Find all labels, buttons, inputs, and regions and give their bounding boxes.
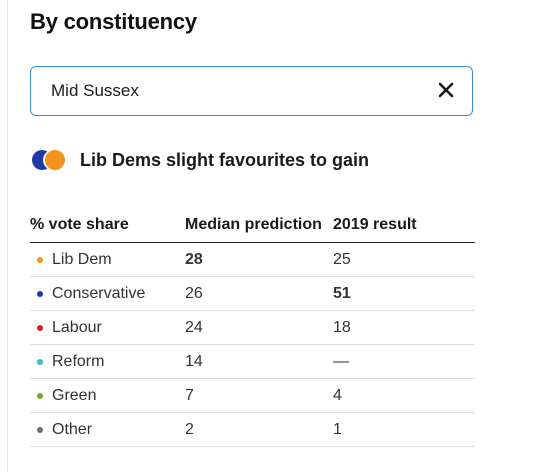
party-name: Reform [52, 352, 105, 370]
median-prediction-value: 7 [185, 378, 333, 413]
table-row: Conservative 26 51 [30, 276, 475, 311]
verdict-text: Lib Dems slight favourites to gain [80, 149, 370, 170]
median-prediction-value: 26 [185, 276, 333, 311]
median-prediction-value: 14 [185, 344, 333, 379]
result-2019-value: — [333, 344, 475, 379]
forecast-verdict: Lib Dems slight favourites to gain [32, 146, 369, 174]
constituency-search-box[interactable] [30, 66, 473, 116]
result-2019-value: 25 [333, 242, 475, 277]
party-cell: Lib Dem [30, 242, 185, 277]
table-row: Green 7 4 [30, 378, 475, 413]
party-color-dot-icon [37, 426, 43, 433]
constituency-search-input[interactable] [51, 67, 421, 114]
party-color-dot-icon [37, 392, 43, 399]
lib-dem-dot-icon [45, 150, 65, 170]
party-name: Conservative [52, 284, 146, 302]
party-cell: Reform [30, 344, 185, 379]
result-2019-value: 18 [333, 310, 475, 345]
result-2019-value: 1 [333, 412, 475, 447]
median-prediction-value: 2 [185, 412, 333, 447]
party-transition-icon [32, 149, 66, 171]
vote-share-table: % vote share Median prediction 2019 resu… [30, 208, 475, 447]
section-heading: By constituency [30, 9, 197, 34]
table-row: Lib Dem 28 25 [30, 242, 475, 277]
party-name: Labour [52, 318, 102, 336]
party-name: Green [52, 386, 97, 404]
party-color-dot-icon [37, 256, 43, 263]
party-color-dot-icon [37, 324, 43, 331]
party-cell: Green [30, 378, 185, 413]
party-name: Other [52, 420, 93, 438]
header-median-prediction: Median prediction [185, 208, 333, 243]
header-vote-share: % vote share [30, 208, 185, 243]
result-2019-value: 4 [333, 378, 475, 413]
median-prediction-value: 24 [185, 310, 333, 345]
party-cell: Labour [30, 310, 185, 345]
left-divider [7, 0, 8, 472]
close-icon [438, 82, 454, 98]
party-name: Lib Dem [52, 250, 112, 268]
party-cell: Other [30, 412, 185, 447]
header-2019-result: 2019 result [333, 208, 475, 243]
table-header-row: % vote share Median prediction 2019 resu… [30, 208, 475, 243]
party-color-dot-icon [37, 290, 43, 297]
clear-search-button[interactable] [436, 80, 456, 100]
party-color-dot-icon [37, 358, 43, 365]
table-row: Other 2 1 [30, 412, 475, 447]
median-prediction-value: 28 [185, 242, 333, 277]
result-2019-value: 51 [333, 276, 475, 311]
table-row: Reform 14— [30, 344, 475, 379]
party-cell: Conservative [30, 276, 185, 311]
table-row: Labour 24 18 [30, 310, 475, 345]
